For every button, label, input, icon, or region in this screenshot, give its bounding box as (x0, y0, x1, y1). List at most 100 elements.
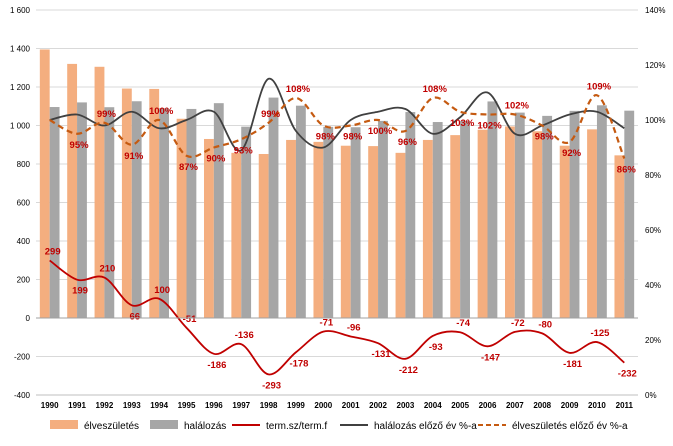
bar-halalozas (487, 101, 498, 318)
x-tick-label: 2007 (506, 401, 524, 410)
data-label-term: -131 (372, 349, 392, 360)
bar-halalozas (295, 105, 306, 318)
bar-elveszuletes (94, 66, 105, 318)
y-tick-label-right: 40% (645, 281, 661, 290)
bar-elveszuletes (149, 88, 160, 318)
bar-halalozas (460, 120, 470, 318)
data-label-term: 199 (72, 286, 88, 297)
bar-elveszuletes (422, 139, 433, 318)
data-label-term: -136 (235, 330, 254, 341)
data-label-term: -96 (347, 322, 361, 333)
x-tick-label: 2006 (479, 401, 497, 410)
data-label-term: 210 (99, 264, 115, 275)
data-label-term: -186 (207, 360, 226, 371)
bar-elveszuletes (532, 131, 543, 318)
x-tick-label: 2008 (533, 401, 551, 410)
y-tick-label-right: 60% (645, 226, 661, 235)
bar-halalozas (49, 107, 60, 319)
bar-halalozas (131, 101, 142, 319)
bar-elveszuletes (204, 138, 214, 318)
legend-label: term.sz/term.f (266, 421, 327, 432)
bar-elveszuletes (231, 152, 242, 318)
x-tick-label: 1996 (205, 401, 223, 410)
y-tick-label-left: 1 400 (10, 45, 31, 54)
data-label-birth-pct: 99% (97, 109, 117, 120)
data-label-term: -80 (538, 319, 552, 330)
y-tick-label-left: 600 (17, 199, 31, 208)
bar-elveszuletes (368, 146, 379, 318)
data-label-birth-pct: 103% (450, 118, 475, 129)
data-label-term: -71 (319, 318, 333, 329)
x-tick-label: 2011 (616, 401, 634, 410)
x-tick-label: 1999 (287, 401, 305, 410)
legend-label: halálozás előző év %-a (374, 421, 477, 432)
y-tick-label-left: -400 (14, 391, 31, 400)
x-tick-label: 2010 (588, 401, 606, 410)
data-label-term: 299 (45, 246, 61, 257)
x-tick-label: 2003 (397, 401, 415, 410)
bar-elveszuletes (39, 49, 50, 319)
y-tick-label-left: 400 (17, 237, 31, 246)
data-label-term: -72 (511, 318, 525, 329)
legend-label: élveszületés (84, 421, 139, 432)
bar-elveszuletes (313, 141, 324, 318)
data-label-term: -93 (429, 342, 443, 353)
data-label-birth-pct: 95% (70, 140, 90, 151)
y-tick-label-left: 1 600 (10, 6, 31, 15)
x-tick-label: 2001 (342, 401, 360, 410)
bar-halalozas (432, 122, 443, 318)
y-tick-label-left: 200 (17, 276, 31, 285)
data-label-birth-pct: 98% (343, 132, 363, 143)
y-tick-label-right: 140% (645, 6, 665, 15)
x-tick-label: 2009 (561, 401, 579, 410)
data-label-birth-pct: 100% (149, 106, 174, 117)
bar-halalozas (323, 126, 334, 318)
data-label-birth-pct: 98% (535, 132, 555, 143)
bar-halalozas (77, 102, 87, 319)
line-series (49, 77, 626, 376)
bar-halalozas (186, 108, 197, 318)
bar-elveszuletes (559, 145, 570, 318)
bar-halalozas (213, 103, 224, 318)
bar-halalozas (569, 110, 580, 319)
bar-elveszuletes (587, 129, 597, 318)
bar-halalozas (514, 112, 525, 318)
legend: élveszületés halálozás term.sz/term.f halál… (50, 420, 628, 432)
data-label-term: -181 (563, 359, 583, 370)
x-tick-label: 1992 (96, 401, 114, 410)
bar-elveszuletes (286, 139, 296, 318)
data-label-term: -232 (618, 369, 637, 380)
bar-halalozas (405, 112, 416, 319)
bar-elveszuletes (121, 88, 132, 318)
x-tick-label: 1993 (123, 401, 141, 410)
bar-elveszuletes (258, 153, 269, 318)
data-label-birth-pct: 86% (617, 165, 637, 176)
data-label-birth-pct: 91% (124, 151, 144, 162)
bar-halalozas (268, 97, 279, 319)
data-label-birth-pct: 102% (505, 101, 530, 112)
y-tick-label-right: 120% (645, 61, 665, 70)
bar-elveszuletes (176, 118, 187, 318)
y-tick-label-right: 100% (645, 116, 665, 125)
x-tick-label: 1994 (150, 401, 168, 410)
legend-swatch (50, 420, 78, 429)
data-label-birth-pct: 98% (316, 132, 336, 143)
x-tick-label: 2004 (424, 401, 442, 410)
legend-label: halálozás (184, 421, 226, 432)
bar-elveszuletes (340, 145, 351, 318)
y-tick-label-right: 80% (645, 171, 661, 180)
bar-halalozas (378, 120, 388, 318)
bar-halalozas (241, 126, 252, 318)
data-label-term: -74 (456, 318, 470, 329)
data-label-birth-pct: 92% (562, 148, 582, 159)
x-tick-label: 1997 (232, 401, 250, 410)
y-tick-label-left: 1 000 (10, 122, 31, 131)
data-label-term: -125 (590, 328, 610, 339)
data-label-birth-pct: 90% (206, 154, 226, 165)
data-label-birth-pct: 102% (477, 121, 502, 132)
data-label-birth-pct: 87% (179, 162, 199, 173)
data-label-birth-pct: 100% (368, 126, 393, 137)
data-label-term: -51 (183, 314, 197, 325)
